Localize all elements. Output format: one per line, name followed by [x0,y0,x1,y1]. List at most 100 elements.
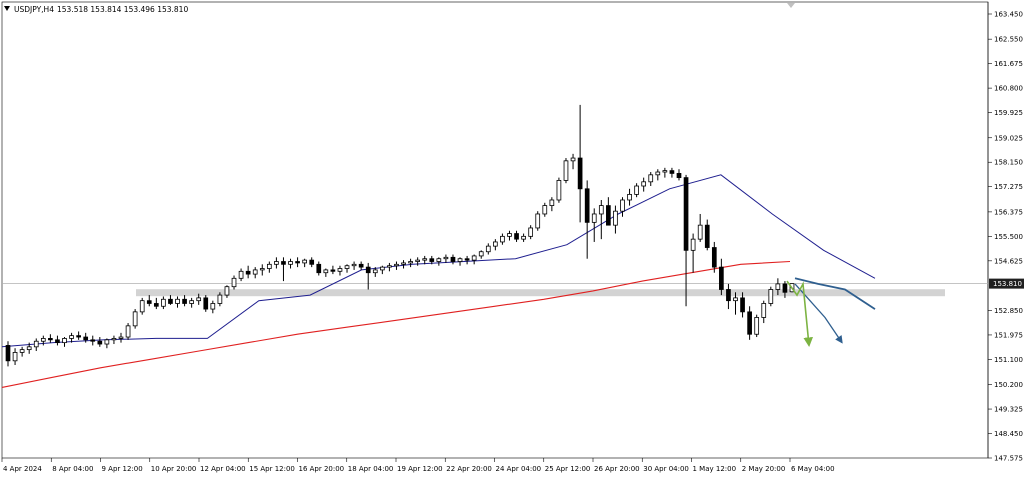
candle-body-bull [697,224,703,240]
candle [387,262,392,272]
candle [500,233,505,245]
y-tick-label: 147.575 [994,455,1023,463]
candle [238,268,244,282]
x-tick-label: 12 Apr 04:00 [200,465,246,473]
candle [401,260,406,269]
price-axis: 163.450 162.550 161.675 160.800 159.925 159.0… [988,11,1024,463]
candle-body-bull [231,277,237,288]
candle-body-bear [514,233,519,240]
candle-body-bear [358,263,364,268]
y-tick-label: 152.850 [994,307,1023,315]
candle-body-bull [175,298,180,304]
candle-body-bull [655,171,661,176]
y-tick-label: 151.975 [994,331,1023,339]
candle [415,257,420,266]
candle [443,254,449,263]
candle-body-bull [62,338,67,344]
candle [189,297,194,308]
candle-body-bull [401,262,406,265]
candle [316,261,322,276]
candle-body-bear [182,298,187,304]
candle [570,153,576,170]
current-price-box [989,278,1024,289]
candle-body-bull [500,235,505,243]
candle [372,267,378,277]
candle-body-bear [316,263,322,274]
candle-body-bear [669,170,675,174]
candle-body-bear [719,266,724,290]
candle [40,335,46,346]
candle-body-bull [252,269,258,275]
candle-body-bull [274,261,279,265]
triangle-down-icon[interactable] [4,6,10,11]
y-tick-label: 163.450 [994,11,1023,19]
candle-body-bear [245,270,251,275]
candle-body-bull [556,180,562,201]
scroll-marker-icon[interactable] [787,3,795,8]
candle-body-bull [591,213,597,223]
y-tick-label: 157.275 [994,183,1023,191]
candle-body-bull [351,263,357,267]
y-tick-label: 154.625 [994,257,1023,265]
candle-body-bull [733,297,738,302]
candle [627,188,632,206]
y-tick-label: 160.800 [994,85,1023,93]
x-tick-label: 26 Apr 20:00 [594,465,640,473]
forecast-path [794,277,876,310]
candle [330,265,336,275]
candle-body-bull [754,317,760,335]
candle-body-bull [344,265,350,269]
candle [379,265,385,275]
candle [648,172,654,187]
candle [598,199,604,240]
candle-body-bull [302,259,307,264]
x-tick-label: 18 Apr 04:00 [348,465,394,473]
candle-body-bull [132,311,138,327]
candle [146,295,152,307]
x-tick-label: 4 Apr 2024 [3,465,42,473]
candle [655,169,661,181]
candle-body-bull [387,265,392,268]
candle-body-bear [48,338,53,341]
candle [365,262,371,290]
candle-body-bull [288,261,293,265]
candle [485,243,491,255]
candle-body-bull [422,258,428,261]
candle-body-bear [295,261,300,264]
candle [584,180,590,259]
candle [26,342,32,354]
candle [634,183,639,198]
x-tick-label: 10 Apr 20:00 [151,465,197,473]
candle [62,337,67,347]
candle [118,332,124,343]
candle-body-bear [683,177,689,251]
candle-body-bull [768,289,774,304]
candle [754,314,760,338]
candle [528,225,534,240]
forecast-path [786,280,814,347]
candle-body-bull [139,300,145,313]
candle-body-bear [584,188,590,223]
candle-body-bull [189,300,194,304]
candle-body-bull [323,269,329,274]
support-zone-layer [136,289,945,297]
candle-body-bull [521,235,526,240]
candle-body-bull [26,346,32,351]
candle-body-bull [570,157,576,162]
candle [196,293,202,305]
x-tick-label: 1 May 12:00 [693,465,737,473]
candle-body-bull [415,259,420,262]
y-tick-label: 156.375 [994,208,1023,216]
candle-body-bear [55,339,60,344]
candle-body-bear [747,311,752,335]
candle-body-bear [740,297,745,313]
candle-body-bear [5,345,11,362]
candle [5,341,11,367]
candle [676,169,682,181]
candle-body-bull [161,298,166,307]
candle-body-bear [606,205,611,226]
candle-body-bull [690,238,696,251]
candle-body-bear [76,335,81,338]
candle-body-bull [471,255,477,261]
